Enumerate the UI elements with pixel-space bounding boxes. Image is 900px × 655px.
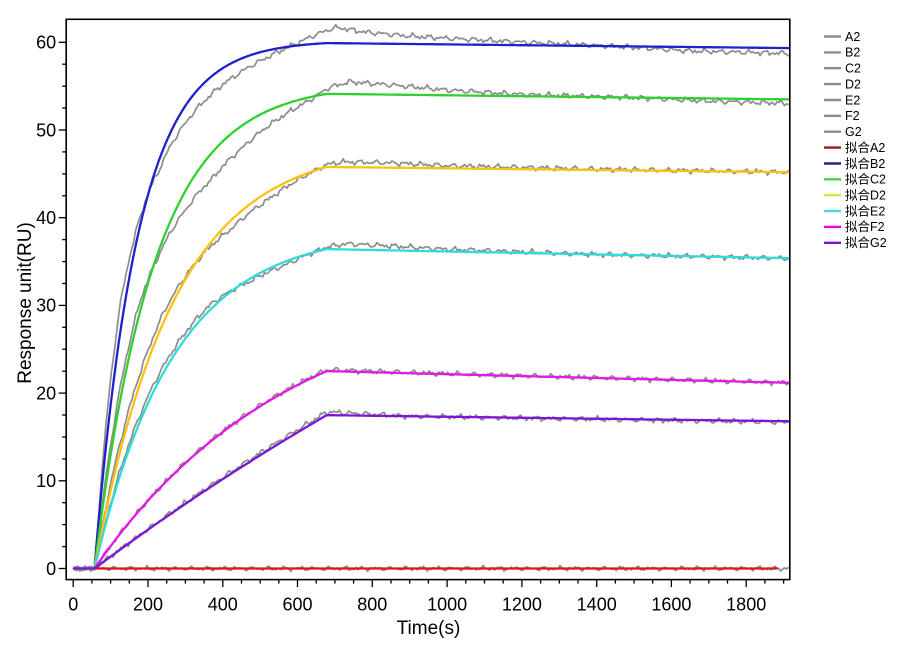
svg-text:E2: E2	[845, 93, 860, 107]
svg-text:200: 200	[133, 595, 163, 615]
svg-text:拟合D2: 拟合D2	[845, 188, 886, 203]
svg-text:A2: A2	[845, 30, 860, 44]
svg-text:0: 0	[68, 595, 78, 615]
svg-text:1200: 1200	[502, 595, 542, 615]
svg-text:30: 30	[36, 296, 56, 316]
svg-text:400: 400	[208, 595, 238, 615]
svg-text:Time(s): Time(s)	[397, 618, 461, 639]
svg-text:600: 600	[282, 595, 312, 615]
svg-text:G2: G2	[845, 125, 862, 139]
svg-text:1400: 1400	[577, 595, 617, 615]
svg-text:50: 50	[36, 120, 56, 140]
svg-text:1800: 1800	[726, 595, 766, 615]
svg-text:60: 60	[36, 33, 56, 53]
svg-text:Response unit(RU): Response unit(RU)	[15, 222, 36, 384]
svg-text:拟合E2: 拟合E2	[845, 203, 885, 218]
svg-text:D2: D2	[845, 77, 861, 91]
svg-text:B2: B2	[845, 46, 860, 60]
svg-text:拟合B2: 拟合B2	[845, 156, 885, 171]
svg-text:1000: 1000	[427, 595, 467, 615]
svg-text:C2: C2	[845, 62, 861, 76]
svg-text:拟合A2: 拟合A2	[845, 140, 885, 155]
svg-text:拟合C2: 拟合C2	[845, 172, 886, 187]
svg-text:40: 40	[36, 208, 56, 228]
svg-text:拟合G2: 拟合G2	[845, 235, 887, 250]
svg-text:1600: 1600	[651, 595, 691, 615]
svg-text:0: 0	[46, 559, 56, 579]
svg-text:20: 20	[36, 383, 56, 403]
svg-text:800: 800	[357, 595, 387, 615]
svg-text:拟合F2: 拟合F2	[845, 219, 885, 234]
svg-text:10: 10	[36, 471, 56, 491]
svg-text:F2: F2	[845, 109, 860, 123]
